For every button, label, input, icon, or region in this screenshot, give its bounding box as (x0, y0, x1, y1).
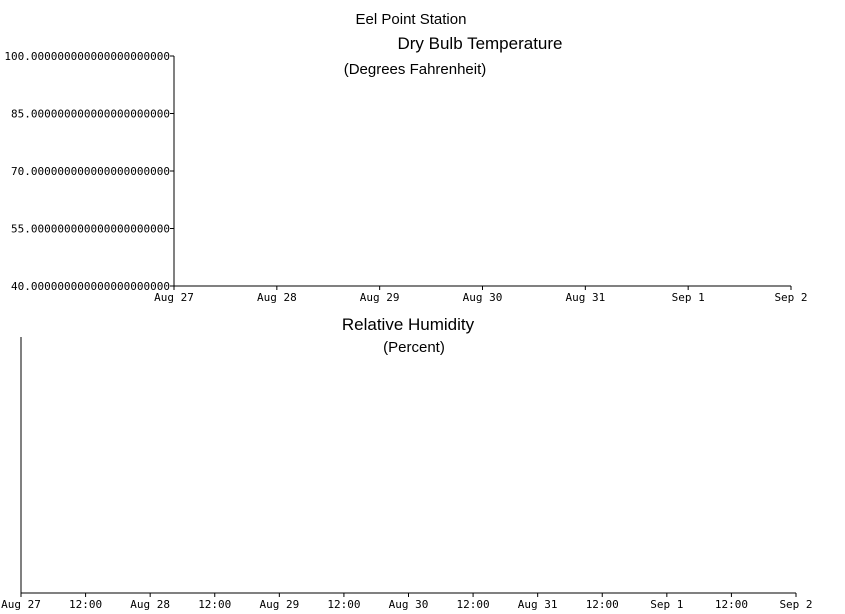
humidity-x-tick-label: 12:00 (715, 598, 748, 611)
humidity-x-tick-label: 12:00 (586, 598, 619, 611)
humidity-x-tick-label: Sep 1 (650, 598, 683, 611)
humidity-x-tick-label: 12:00 (198, 598, 231, 611)
humidity-x-tick-label: Aug 27 (1, 598, 41, 611)
temperature-x-tick-label: Aug 29 (360, 291, 400, 304)
temperature-chart: Dry Bulb Temperature (Degrees Fahrenheit… (4, 34, 807, 304)
temperature-x-tick-label: Aug 30 (463, 291, 503, 304)
humidity-x-tick-label: 12:00 (457, 598, 490, 611)
station-title: Eel Point Station (356, 11, 467, 28)
temperature-chart-title: Dry Bulb Temperature (397, 34, 562, 53)
humidity-chart-title: Relative Humidity (342, 315, 475, 334)
temperature-x-tick-label: Sep 1 (672, 291, 705, 304)
humidity-x-tick-label: Aug 29 (259, 598, 299, 611)
temperature-chart-subtitle: (Degrees Fahrenheit) (344, 61, 487, 78)
humidity-x-tick-label: 12:00 (69, 598, 102, 611)
humidity-x-tick-label: Sep 2 (779, 598, 812, 611)
temperature-y-tick-label: 40.000000000000000000000 (11, 280, 170, 293)
temperature-y-tick-label: 70.000000000000000000000 (11, 165, 170, 178)
humidity-x-tick-label: 12:00 (327, 598, 360, 611)
humidity-chart-subtitle: (Percent) (383, 339, 445, 356)
humidity-x-tick-label: Aug 31 (518, 598, 558, 611)
humidity-chart: Relative Humidity (Percent) Aug 27 12:00 A… (1, 315, 812, 611)
humidity-x-ticks: Aug 27 12:00 Aug 28 12:00 Aug 29 12:00 Aug 30 1… (1, 593, 813, 611)
temperature-y-tick-label: 100.000000000000000000000 (4, 50, 170, 63)
temperature-x-tick-label: Aug 31 (565, 291, 605, 304)
temperature-x-tick-label: Aug 27 (154, 291, 194, 304)
temperature-x-tick-label: Sep 2 (774, 291, 807, 304)
humidity-x-tick-label: Aug 28 (130, 598, 170, 611)
humidity-x-tick-label: Aug 30 (389, 598, 429, 611)
temperature-y-tick-label: 85.000000000000000000000 (11, 108, 170, 121)
temperature-x-ticks: Aug 27 Aug 28 Aug 29 Aug 30 Aug 31 Sep 1 Sep 2 (154, 286, 808, 304)
temperature-x-tick-label: Aug 28 (257, 291, 297, 304)
temperature-y-tick-label: 55.000000000000000000000 (11, 223, 170, 236)
temperature-y-ticks: 100.000000000000000000000 85.000000000000… (4, 50, 174, 293)
